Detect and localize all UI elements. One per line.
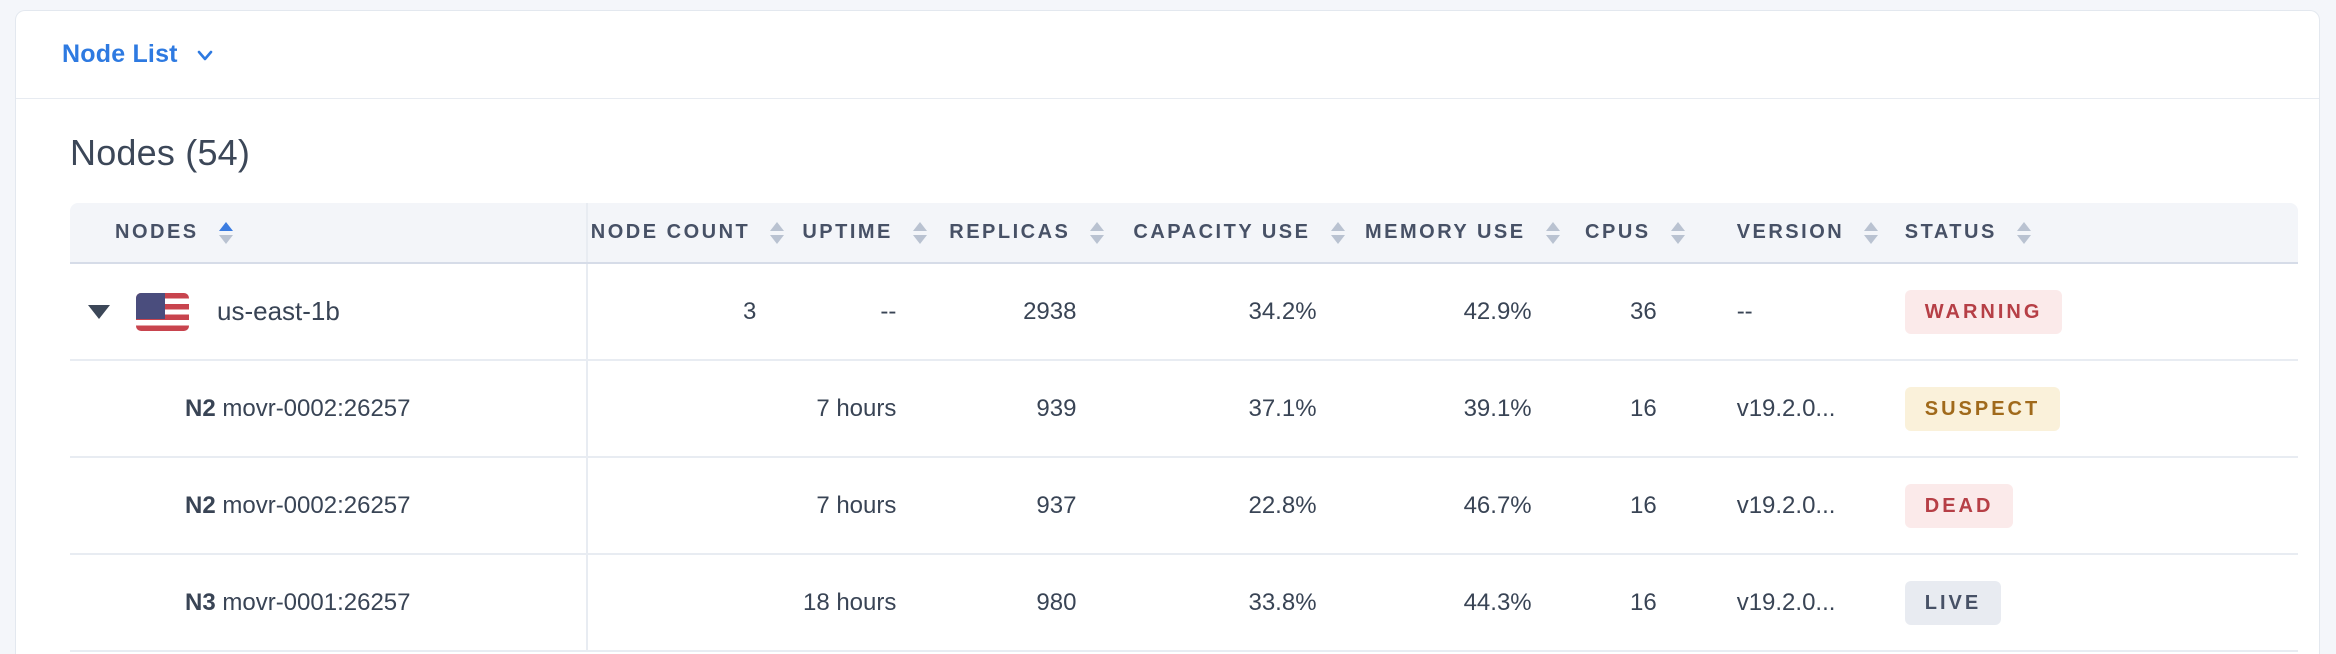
region-name: us-east-1b [217,296,340,326]
capacity-use-cell: 34.2% [1122,263,1363,361]
node-list-content: Nodes (54) NODES NODE COUNT [16,99,2319,652]
status-badge: WARNING [1904,289,2063,334]
cpus-cell: 36 [1577,263,1703,361]
capacity-use-cell: 33.8% [1122,554,1363,652]
node-address: movr-0002:26257 [222,491,411,519]
uptime-cell: -- [802,263,943,361]
status-cell: LIVE [1870,554,2298,652]
node-count-cell [587,554,803,652]
node-count-cell [587,457,803,555]
status-badge: SUSPECT [1904,386,2061,431]
column-header-uptime[interactable]: UPTIME [802,203,943,264]
node-address: movr-0002:26257 [222,394,411,422]
us-flag-icon [136,292,189,331]
table-header-row: NODES NODE COUNT UPTIME REPLICAS [70,203,2298,264]
region-name-group: us-east-1b [70,292,585,331]
table-row[interactable]: N2 movr-0002:26257 7 hours 937 22.8% 46.… [70,457,2298,555]
status-badge: DEAD [1904,483,2014,528]
uptime-cell: 7 hours [802,457,943,555]
status-cell: SUSPECT [1870,360,2298,458]
sort-icon [1330,221,1345,244]
node-table-body: us-east-1b 3 -- 2938 34.2% 42.9% 36 -- W… [70,263,2298,652]
column-header-nodes[interactable]: NODES [70,203,589,264]
uptime-cell: 18 hours [802,554,943,652]
column-header-node-count[interactable]: NODE COUNT [587,203,803,264]
memory-use-cell: 44.3% [1362,554,1578,652]
capacity-use-cell: 37.1% [1122,360,1363,458]
column-header-version[interactable]: VERSION [1702,203,1879,264]
sort-icon [1090,221,1105,244]
nodes-cell: us-east-1b [70,263,589,361]
cpus-cell: 16 [1577,360,1703,458]
version-cell: v19.2.0... [1702,360,1871,458]
replicas-cell: 980 [942,554,1123,652]
status-cell: WARNING [1870,263,2298,361]
status-cell: DEAD [1870,457,2298,555]
collapse-region-icon[interactable] [88,304,110,319]
sort-icon [218,221,233,244]
nodes-cell: N3 movr-0001:26257 [70,554,589,652]
node-name-group: N2 movr-0002:26257 [70,491,585,520]
node-count-cell: 3 [587,263,803,361]
memory-use-cell: 46.7% [1362,457,1578,555]
version-cell: -- [1702,263,1871,361]
column-header-cpus[interactable]: CPUS [1577,203,1703,264]
replicas-cell: 937 [942,457,1123,555]
column-header-status[interactable]: STATUS [1870,203,2298,264]
uptime-cell: 7 hours [802,360,943,458]
version-cell: v19.2.0... [1702,457,1871,555]
node-name-group: N2 movr-0002:26257 [70,394,585,423]
cpus-cell: 16 [1577,554,1703,652]
node-id: N2 [185,394,216,422]
column-header-replicas[interactable]: REPLICAS [942,203,1123,264]
node-list-card: Node List Nodes (54) NODES N [15,10,2320,654]
cpus-cell: 16 [1577,457,1703,555]
sort-icon [912,221,927,244]
memory-use-cell: 42.9% [1362,263,1578,361]
sort-icon [770,221,785,244]
capacity-use-cell: 22.8% [1122,457,1363,555]
node-count-cell [587,360,803,458]
column-header-memory-use[interactable]: MEMORY USE [1362,203,1578,264]
table-row[interactable]: us-east-1b 3 -- 2938 34.2% 42.9% 36 -- W… [70,263,2298,361]
column-header-capacity-use[interactable]: CAPACITY USE [1122,203,1363,264]
replicas-cell: 939 [942,360,1123,458]
chevron-down-icon [197,50,213,60]
status-badge: LIVE [1904,580,2002,625]
replicas-cell: 2938 [942,263,1123,361]
sort-icon [2016,221,2031,244]
nodes-cell: N2 movr-0002:26257 [70,457,589,555]
view-selector-label: Node List [62,40,178,68]
sort-icon [1545,221,1560,244]
nodes-cell: N2 movr-0002:26257 [70,360,589,458]
nodes-table: NODES NODE COUNT UPTIME REPLICAS [70,203,2298,652]
node-id: N3 [185,588,216,616]
node-name-group: N3 movr-0001:26257 [70,588,585,617]
view-selector-bar: Node List [16,11,2319,99]
page-title: Nodes (54) [70,132,251,173]
version-cell: v19.2.0... [1702,554,1871,652]
sort-icon [1670,221,1685,244]
table-row[interactable]: N3 movr-0001:26257 18 hours 980 33.8% 44… [70,554,2298,652]
sort-icon [1864,221,1879,244]
node-id: N2 [185,491,216,519]
table-row[interactable]: N2 movr-0002:26257 7 hours 939 37.1% 39.… [70,360,2298,458]
view-selector-dropdown[interactable]: Node List [62,40,217,69]
node-address: movr-0001:26257 [222,588,411,616]
memory-use-cell: 39.1% [1362,360,1578,458]
